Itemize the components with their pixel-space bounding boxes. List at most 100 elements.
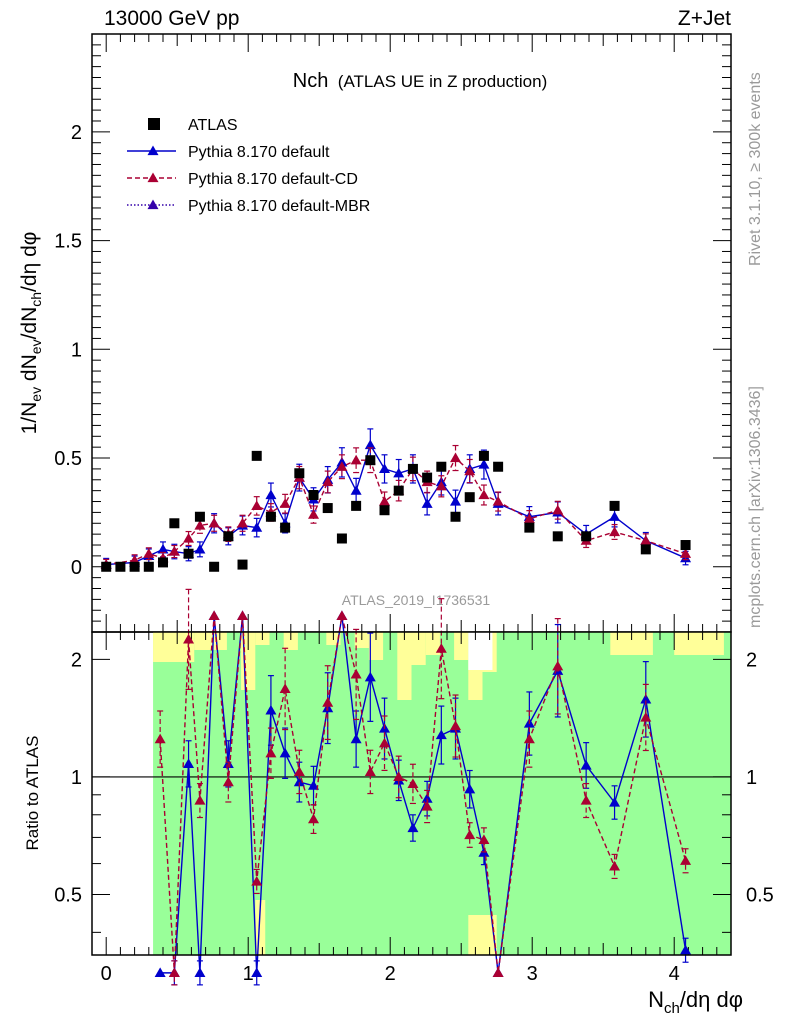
main-y-tick-labels: 0 0.5 1 1.5 2 [54,122,82,579]
legend-atlas-marker [148,118,160,130]
main-title: Nch (ATLAS UE in Z production) [293,70,547,92]
x-tick-label: 3 [527,963,538,985]
ratio-band-inner [153,632,731,955]
atlas-data-point [552,531,563,542]
pythia-cd-point [322,476,334,487]
pythia-cd-point [478,489,490,500]
ratio-pythia-cd-point [680,855,692,865]
ratio-y-tick-label-right: 2 [746,649,757,671]
pythia-cd-point [336,461,348,471]
atlas-data-point [379,505,390,516]
x-tick-label: 2 [385,963,396,985]
pythia-cd-point [435,480,447,491]
atlas-data-point [609,500,620,511]
atlas-data-point [524,522,535,533]
ratio-pythia-cd-point [168,967,180,977]
ratio-pythia-cd-point [552,660,564,671]
atlas-data-point [194,511,205,522]
ratio-pythia-default-point [350,733,362,744]
atlas-data-point [464,492,475,503]
atlas-data-point [101,561,112,572]
pythia-cd-point [208,517,220,528]
pythia-cd-point [640,535,652,545]
pythia-default-line [106,443,686,566]
ratio-pythia-cd-point [293,766,305,777]
pythia-default-point [478,459,490,469]
atlas-data-point [209,561,220,572]
pythia-default-point [393,467,405,478]
ratio-pythia-default-point [421,793,433,803]
main-y-axis-label: 1/Nev dNev/dNch/dη dφ [18,232,44,435]
ratio-pythia-default-point [435,729,447,740]
ratio-pythia-cd-point [154,733,166,744]
ratio-pythia-cd-point [194,795,206,805]
legend: ATLAS Pythia 8.170 default Pythia 8.170 de… [127,117,370,215]
ratio-pythia-cd-point [435,643,447,653]
ratio-band-outer [411,632,426,665]
ratio-pythia-cd-point [265,747,277,758]
ratio-pythia-cd-point [407,778,419,788]
pythia-cd-point [143,548,155,558]
main-title-sub: (ATLAS UE in Z production) [338,72,547,91]
legend-label: Pythia 8.170 default-CD [188,171,358,188]
atlas-data-point [336,533,347,544]
atlas-data-point [450,511,461,522]
atlas-data-point [265,511,276,522]
ratio-pythia-default-point [251,967,263,977]
pythia-default-point [421,498,433,508]
pythia-cd-point [237,517,249,528]
pythia-default-point [609,511,621,521]
atlas-data-point [393,485,404,496]
main-y-tick-label: 1.5 [54,231,82,253]
pythia-cd-point [279,498,291,508]
ratio-uncertainty-bands [92,632,731,955]
ratio-y-tick-label-right: 1 [746,767,757,789]
atlas-data-point [129,561,140,572]
main-series-layer [100,428,692,572]
ratio-pythia-cd-point [222,776,234,787]
ratio-pythia-cd-point [421,801,433,811]
pythia-cd-point [523,513,535,524]
main-y-tick-label: 2 [71,122,82,144]
ratio-band-outer [255,900,266,955]
main-title-main: Nch [293,70,329,92]
pythia-default-point [194,543,206,554]
ratio-series-layer [154,588,692,986]
ratio-pythia-default-point [580,759,592,770]
pythia-cd-point [183,532,195,543]
ratio-pythia-cd-point [609,860,621,871]
ratio-plot-frame [91,631,732,956]
pythia-default-point [265,489,277,500]
ratio-pythia-default-point [293,776,305,787]
atlas-data-point [640,544,651,555]
ratio-pythia-cd-point [237,610,249,620]
ratio-y-axis-label: Ratio to ATLAS [23,736,42,851]
analysis-label: ATLAS_2019_I1736531 [342,592,491,608]
ratio-band-outer [397,632,412,700]
atlas-data-point [223,531,234,542]
atlas-data-point [143,561,154,572]
pythia-cd-point [168,546,180,556]
ratio-band-outer [283,632,298,650]
ratio-pythia-cd-point [308,813,320,824]
ratio-pythia-default-point [680,944,692,955]
ratio-pythia-cd-point [251,875,263,886]
pythia-cd-point [680,548,692,558]
atlas-data-point [478,450,489,461]
atlas-data-point [436,461,447,472]
ratio-y-tick-label: 2 [71,649,82,671]
pythia-default-point [379,463,391,474]
pythia-cd-point [379,496,391,506]
ratio-panel: 0.5 0.5 1 1 2 2 0 1 2 3 4 Ratio to ATLAS Nch/dη dφ [23,588,774,1017]
x-tick-label: 0 [101,963,112,985]
atlas-data-point [680,540,691,551]
pythia-cd-point [464,465,476,476]
ratio-band-outer [425,632,440,655]
ratio-pythia-cd-point [350,668,362,679]
ratio-pythia-default-point [154,967,166,977]
ratio-band-gap [468,632,493,670]
ratio-y-tick-label: 1 [71,767,82,789]
ratio-y-tick-label: 0.5 [54,885,82,907]
pythia-cd-point [251,500,263,511]
